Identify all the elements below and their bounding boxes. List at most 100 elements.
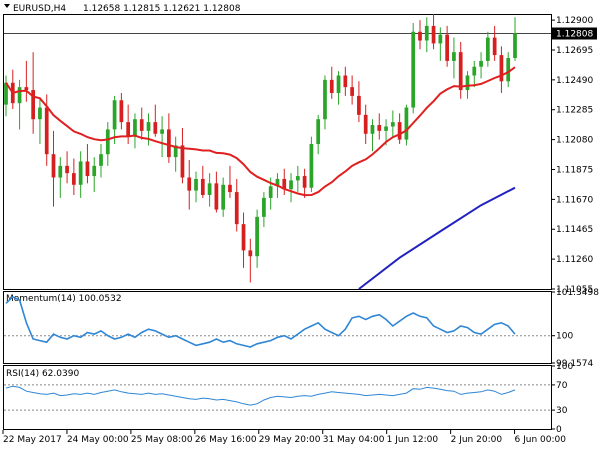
candle-body xyxy=(411,31,416,108)
candle-body xyxy=(92,165,97,177)
candle-body xyxy=(282,178,287,190)
candle-body xyxy=(370,125,375,134)
candle-body xyxy=(336,75,341,93)
candle-body xyxy=(452,52,456,61)
momentum-title: Momentum(14) 100.0532 xyxy=(6,294,122,304)
price-tick-label: 1.12900 xyxy=(556,16,593,26)
candle-body xyxy=(323,79,327,120)
candle-body xyxy=(390,122,395,127)
rsi-tick-label: 100 xyxy=(556,362,573,372)
price-axis: 1.12900 1.12695 1.12490 1.12285 1.12080 1.118… xyxy=(551,16,593,295)
price-tick-label: 1.11875 xyxy=(556,165,593,175)
candle-body xyxy=(72,173,76,185)
candle-body xyxy=(363,114,368,134)
candle-body xyxy=(424,25,429,41)
price-tick-label: 1.12695 xyxy=(556,46,593,56)
price-tick-label: 1.11260 xyxy=(556,255,593,265)
time-tick-label: 31 May 04:00 xyxy=(323,435,385,445)
rsi-tick-label: 30 xyxy=(556,406,568,416)
candle-body xyxy=(153,122,158,134)
candle-body xyxy=(139,119,144,131)
candle-body xyxy=(384,126,388,131)
candle-body xyxy=(343,75,348,88)
price-tick-label: 1.12285 xyxy=(556,106,593,116)
candle-body xyxy=(180,145,185,178)
chart-header: EURUSD,H4 1.12658 1.12815 1.12621 1.1280… xyxy=(4,4,241,14)
candle-body xyxy=(458,52,463,91)
candle-body xyxy=(309,143,314,188)
momentum-tick-label: 99.1574 xyxy=(556,359,593,369)
momentum-plot xyxy=(4,295,551,348)
time-tick-label: 22 May 2017 xyxy=(3,435,62,445)
candle-body xyxy=(431,25,436,44)
candle-body xyxy=(234,192,239,225)
candle-body xyxy=(194,178,198,191)
candle-body xyxy=(472,66,477,76)
rsi-title: RSI(14) 62.0390 xyxy=(6,369,79,379)
candle-body xyxy=(255,216,259,257)
candle-body xyxy=(492,37,497,56)
candle-body xyxy=(24,87,29,91)
candle-body xyxy=(200,178,205,195)
candle-body xyxy=(438,34,443,44)
candle-body xyxy=(289,180,293,190)
candle-body xyxy=(485,37,490,61)
time-tick-label: 24 May 00:00 xyxy=(67,435,129,445)
candle-body xyxy=(173,145,178,158)
symbol-label: EURUSD,H4 xyxy=(13,4,66,14)
rsi-tick-label: 70 xyxy=(556,381,568,391)
candle-body xyxy=(160,129,164,134)
candle-body xyxy=(275,178,280,187)
dropdown-triangle-icon[interactable] xyxy=(4,4,10,8)
candle-body xyxy=(78,161,83,185)
candle-body xyxy=(262,197,266,217)
momentum-tick-label: 101.3498 xyxy=(556,288,599,298)
candle-body xyxy=(397,122,402,140)
momentum-tick-label: 100 xyxy=(556,332,573,342)
rsi-line xyxy=(5,385,516,406)
candle-body xyxy=(167,129,171,158)
time-tick-label: 1 Jun 12:00 xyxy=(387,435,439,445)
candle-body xyxy=(329,79,334,93)
candle-body xyxy=(418,31,422,41)
candle-body xyxy=(65,165,69,174)
candle-body xyxy=(207,183,212,195)
price-tag-box xyxy=(552,27,597,40)
candle-body xyxy=(119,100,124,123)
candle-body xyxy=(133,119,137,137)
time-tick-label: 2 Jun 20:00 xyxy=(451,435,503,445)
time-tick-label: 26 May 16:00 xyxy=(195,435,257,445)
candle-body xyxy=(51,154,56,178)
candle-body xyxy=(295,176,300,181)
candle-body xyxy=(404,107,409,140)
candle-body xyxy=(241,224,246,251)
candle-body xyxy=(316,119,321,144)
candle-body xyxy=(105,129,110,155)
candle-body xyxy=(357,95,361,115)
time-axis: 22 May 2017 24 May 00:00 25 May 08:00 26 Ma… xyxy=(2,430,566,445)
price-tick-label: 1.12490 xyxy=(556,76,593,86)
current-price-tag: 1.12808 xyxy=(552,27,597,40)
candles xyxy=(4,14,517,283)
candle-body xyxy=(248,250,253,257)
candle-body xyxy=(445,34,449,61)
candle-body xyxy=(146,122,151,131)
candle-body xyxy=(85,161,90,177)
candle-body xyxy=(214,183,219,210)
price-tag-label: 1.12808 xyxy=(556,30,593,40)
candle-body xyxy=(221,184,226,210)
candle-body xyxy=(513,33,517,58)
candle-body xyxy=(377,125,382,131)
price-tick-label: 1.11670 xyxy=(556,195,593,205)
sma-slow-line xyxy=(358,186,516,290)
candle-body xyxy=(58,165,63,178)
price-tick-label: 1.11465 xyxy=(556,225,593,235)
moving-averages xyxy=(5,66,516,290)
rsi-tick-label: 0 xyxy=(556,425,562,435)
candle-body xyxy=(228,184,232,193)
price-tick-label: 1.12080 xyxy=(556,136,593,146)
rsi-plot xyxy=(4,384,551,411)
candle-body xyxy=(465,75,470,91)
